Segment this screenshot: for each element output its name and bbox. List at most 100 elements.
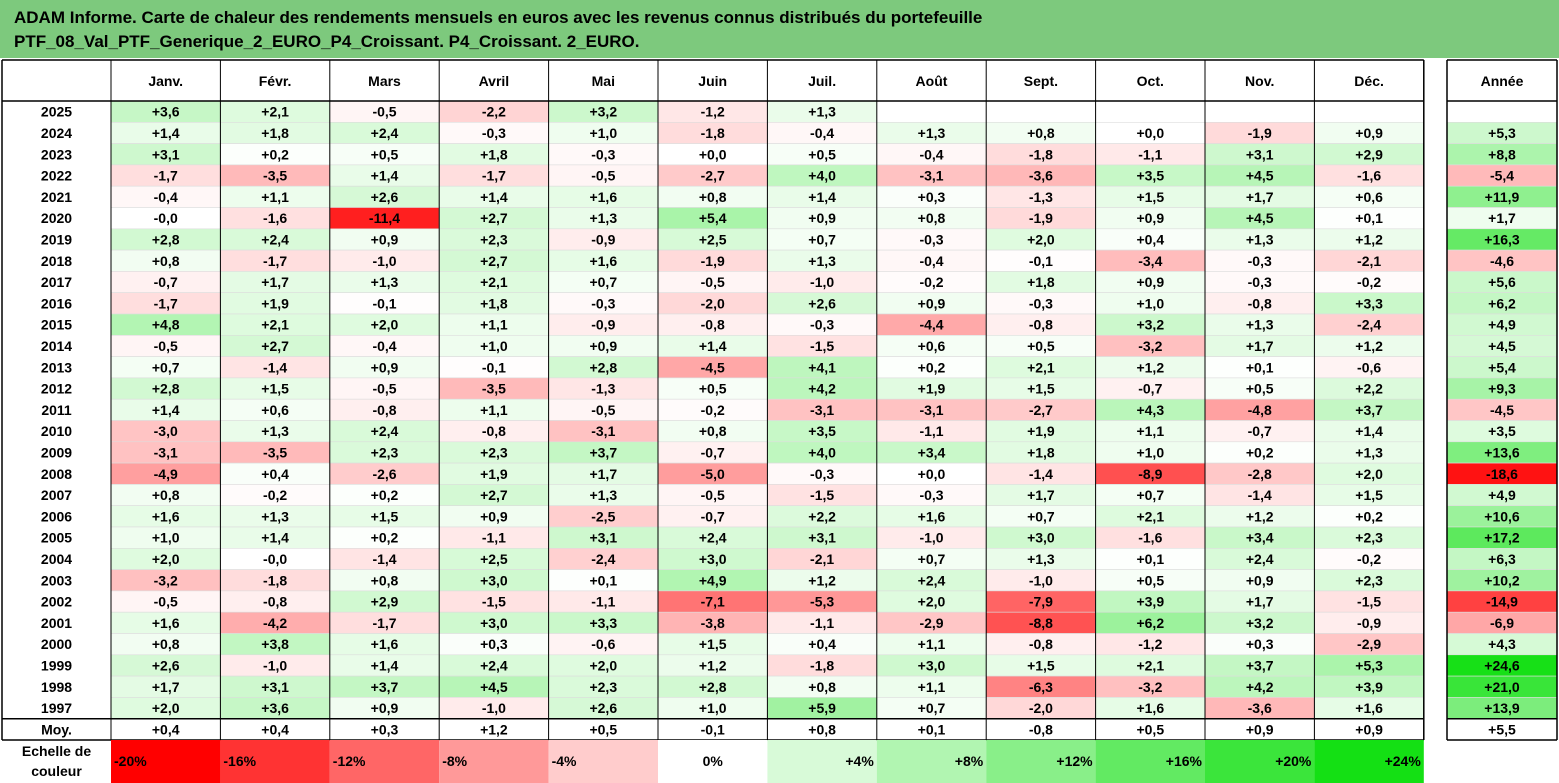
cell-value-2010-3: +2,4 (371, 423, 399, 439)
cell-value-2004-3: -1,4 (372, 551, 396, 567)
cell-value-2002-11: +1,7 (1246, 594, 1274, 610)
annual-value-2023: +8,8 (1488, 146, 1516, 162)
cell-value-1997-1: +2,0 (152, 700, 180, 716)
legend-swatch-2 (220, 740, 330, 783)
cell-value-2007-2: -0,2 (263, 487, 287, 503)
cell-value-2018-5: +1,6 (589, 253, 617, 269)
cell-value-average-9: -0,8 (1029, 721, 1053, 737)
cell-value-2016-9: -0,3 (1029, 295, 1053, 311)
cell-value-2015-6: -0,8 (701, 317, 725, 333)
row-label-2023: 2023 (41, 146, 72, 162)
cell-value-2000-3: +1,6 (371, 636, 399, 652)
cell-value-2022-1: -1,7 (154, 168, 178, 184)
month-header-8: Août (916, 73, 948, 89)
cell-value-2000-1: +0,8 (152, 636, 180, 652)
annual-value-2015: +4,9 (1488, 317, 1516, 333)
row-label-1999: 1999 (41, 657, 72, 673)
row-label-2014: 2014 (41, 338, 72, 354)
cell-value-1999-2: -1,0 (263, 657, 287, 673)
cell-value-2007-4: +2,7 (480, 487, 508, 503)
cell-value-2023-11: +3,1 (1246, 146, 1274, 162)
cell-value-2023-8: -0,4 (919, 146, 943, 162)
cell-value-2020-8: +0,8 (918, 210, 946, 226)
cell-value-2017-7: -1,0 (810, 274, 834, 290)
legend-swatch-7 (767, 740, 877, 783)
cell-value-2002-2: -0,8 (263, 594, 287, 610)
cell-value-2014-10: -3,2 (1138, 338, 1162, 354)
annual-value-2003: +10,2 (1484, 572, 1520, 588)
cell-value-average-1: +0,4 (152, 721, 180, 737)
cell-value-2012-11: +0,5 (1246, 381, 1274, 397)
annual-value-2005: +17,2 (1484, 530, 1520, 546)
cell-value-2016-4: +1,8 (480, 295, 508, 311)
cell-value-2014-6: +1,4 (699, 338, 727, 354)
annual-value-2001: -6,9 (1490, 615, 1514, 631)
cell-value-2017-4: +2,1 (480, 274, 508, 290)
cell-value-2001-1: +1,6 (152, 615, 180, 631)
cell-value-2011-3: -0,8 (372, 402, 396, 418)
cell-value-2010-2: +1,3 (261, 423, 289, 439)
legend-step-label-3: -12% (333, 753, 366, 769)
cell-value-2011-4: +1,1 (480, 402, 508, 418)
cell-value-2019-6: +2,5 (699, 231, 727, 247)
cell-value-2003-7: +1,2 (808, 572, 836, 588)
report-title-bar: ADAM Informe. Carte de chaleur des rende… (0, 0, 1559, 58)
cell-value-2022-3: +1,4 (371, 168, 399, 184)
annual-value-2014: +4,5 (1488, 338, 1516, 354)
cell-value-2023-2: +0,2 (261, 146, 289, 162)
cell-value-2019-7: +0,7 (808, 231, 836, 247)
cell-value-2018-12: -2,1 (1357, 253, 1381, 269)
cell-value-2010-1: -3,0 (154, 423, 178, 439)
cell-value-2020-5: +1,3 (589, 210, 617, 226)
cell-value-2013-3: +0,9 (371, 359, 399, 375)
cell-value-2014-5: +0,9 (589, 338, 617, 354)
annual-value-2018: -4,6 (1490, 253, 1514, 269)
cell-value-2015-12: -2,4 (1357, 317, 1381, 333)
annual-value-2002: -14,9 (1486, 594, 1518, 610)
cell-2025-10 (1095, 100, 1206, 123)
cell-value-2001-8: -2,9 (919, 615, 943, 631)
cell-value-2021-11: +1,7 (1246, 189, 1274, 205)
cell-value-2018-10: -3,4 (1138, 253, 1162, 269)
cell-value-2001-2: -4,2 (263, 615, 287, 631)
cell-value-2017-8: -0,2 (919, 274, 943, 290)
cell-value-2011-10: +4,3 (1136, 402, 1164, 418)
cell-value-2024-11: -1,9 (1248, 125, 1272, 141)
cell-value-1998-11: +4,2 (1246, 679, 1274, 695)
cell-value-2017-6: -0,5 (701, 274, 725, 290)
cell-value-2024-12: +0,9 (1355, 125, 1383, 141)
cell-value-2011-9: -2,7 (1029, 402, 1053, 418)
cell-value-2004-8: +0,7 (918, 551, 946, 567)
cell-value-2008-10: -8,9 (1138, 466, 1162, 482)
annual-value-1999: +24,6 (1484, 657, 1520, 673)
cell-value-2019-5: -0,9 (591, 231, 615, 247)
cell-value-2024-10: +0,0 (1136, 125, 1164, 141)
cell-value-2024-4: -0,3 (482, 125, 506, 141)
cell-value-average-2: +0,4 (261, 721, 289, 737)
cell-value-2004-4: +2,5 (480, 551, 508, 567)
cell-value-average-8: +0,1 (918, 721, 946, 737)
cell-value-1998-10: -3,2 (1138, 679, 1162, 695)
cell-value-1998-2: +3,1 (261, 679, 289, 695)
legend-swatch-6 (658, 740, 768, 783)
cell-value-2020-2: -1,6 (263, 210, 287, 226)
cell-value-2021-8: +0,3 (918, 189, 946, 205)
cell-value-2007-1: +0,8 (152, 487, 180, 503)
cell-value-2000-7: +0,4 (808, 636, 836, 652)
cell-value-2000-5: -0,6 (591, 636, 615, 652)
cell-value-2002-6: -7,1 (701, 594, 725, 610)
cell-value-2015-9: -0,8 (1029, 317, 1053, 333)
cell-value-average-10: +0,5 (1136, 721, 1164, 737)
cell-value-2023-3: +0,5 (371, 146, 399, 162)
row-label-2020: 2020 (41, 210, 72, 226)
cell-value-2013-6: -4,5 (701, 359, 725, 375)
cell-value-2011-11: -4,8 (1248, 402, 1272, 418)
row-label-2001: 2001 (41, 615, 72, 631)
cell-value-2021-1: -0,4 (154, 189, 178, 205)
row-label-2025: 2025 (41, 104, 72, 120)
cell-value-2020-3: -11,4 (369, 210, 400, 226)
legend-step-label-2: -16% (223, 753, 256, 769)
month-header-1: Janv. (148, 73, 183, 89)
cell-value-2015-11: +1,3 (1246, 317, 1274, 333)
annual-value-2009: +13,6 (1484, 444, 1520, 460)
